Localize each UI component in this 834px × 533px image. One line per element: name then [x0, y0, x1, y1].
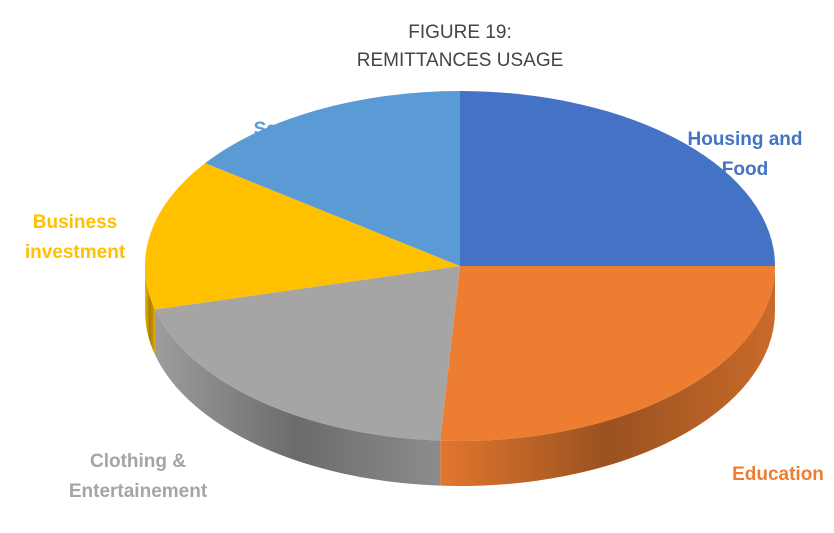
slice-side-shade	[145, 266, 155, 355]
chart-title: FIGURE 19:	[408, 22, 511, 43]
slice	[145, 163, 461, 310]
labels: Housing and Food Education Clothing & Entert…	[25, 119, 824, 502]
slice-label: Education	[732, 464, 824, 485]
chart-title: REMITTANCES USAGE	[357, 50, 564, 71]
slice-label: Clothing & Entertainement	[69, 451, 208, 502]
slice	[205, 91, 460, 266]
slice-label: Savings	[254, 119, 327, 140]
slice-label: Housing and Food	[687, 129, 802, 180]
slice	[154, 266, 460, 441]
slice	[440, 266, 775, 441]
slice-label: Business investment	[25, 212, 126, 263]
slice-side-shade	[154, 309, 441, 486]
slice-side-shade	[440, 266, 775, 486]
slice	[460, 91, 775, 266]
pie	[145, 91, 775, 486]
